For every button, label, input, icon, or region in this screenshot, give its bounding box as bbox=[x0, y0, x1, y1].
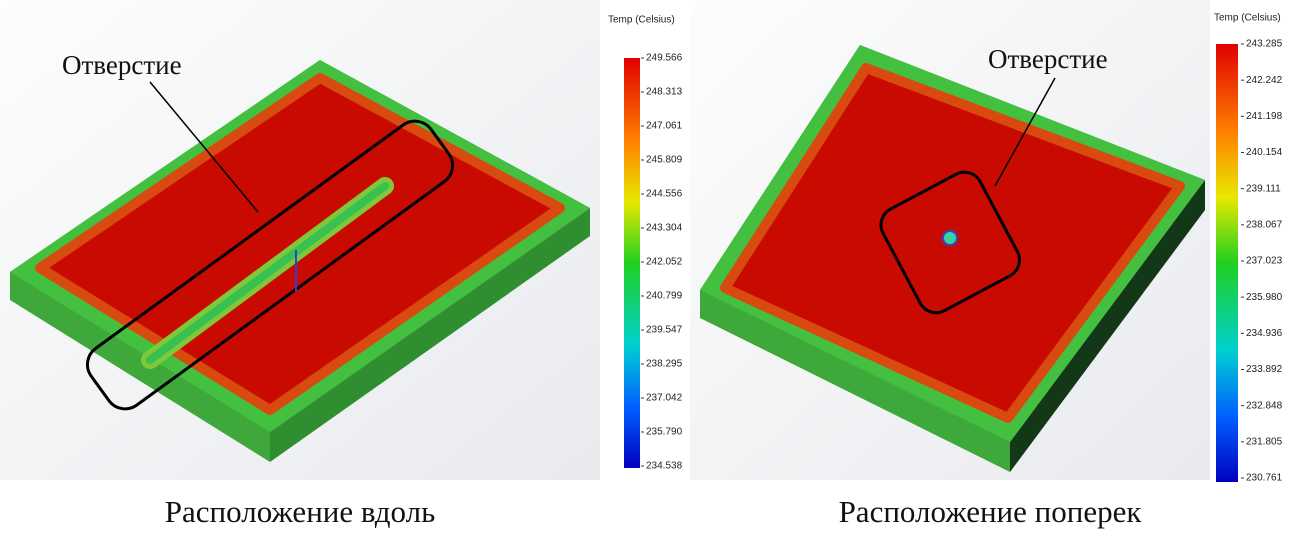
caption: Расположение поперек bbox=[839, 494, 1143, 529]
legend-label: 234.936 bbox=[1246, 328, 1283, 339]
legend-label: 242.052 bbox=[646, 257, 683, 268]
legend-label: 231.805 bbox=[1246, 436, 1283, 447]
figure: Отверстие Temp (Celsius) Отверстие Temp … bbox=[0, 0, 1296, 550]
legend-label: 235.980 bbox=[1246, 292, 1283, 303]
legend-label: 249.566 bbox=[646, 53, 683, 64]
legend-label: 241.198 bbox=[1246, 111, 1283, 122]
legend-label: 232.848 bbox=[1246, 400, 1283, 411]
annotation: Отверстие bbox=[988, 44, 1108, 74]
legend-label: 234.538 bbox=[646, 461, 683, 472]
legend-label: 240.799 bbox=[646, 291, 683, 302]
colorbar bbox=[1216, 44, 1238, 482]
legend-label: 237.042 bbox=[646, 393, 683, 404]
hole bbox=[943, 231, 957, 245]
legend-label: 238.067 bbox=[1246, 219, 1283, 230]
legend-title: Temp (Celsius) bbox=[1214, 13, 1281, 24]
legend-label: 243.304 bbox=[646, 223, 683, 234]
caption: Расположение вдоль bbox=[165, 494, 435, 529]
legend-label: 239.111 bbox=[1246, 183, 1281, 194]
legend-label: 239.547 bbox=[646, 325, 683, 336]
legend-title: Temp (Celsius) bbox=[608, 15, 675, 26]
colorbar bbox=[624, 58, 640, 468]
legend-label: 243.285 bbox=[1246, 39, 1283, 50]
legend-label: 245.809 bbox=[646, 155, 683, 166]
legend-label: 248.313 bbox=[646, 87, 683, 98]
legend-label: 244.556 bbox=[646, 189, 683, 200]
legend-label: 230.761 bbox=[1246, 473, 1283, 484]
legend-label: 233.892 bbox=[1246, 364, 1283, 375]
legend-label: 238.295 bbox=[646, 359, 683, 370]
legend-label: 240.154 bbox=[1246, 147, 1283, 158]
annotation: Отверстие bbox=[62, 50, 182, 80]
legend-label: 242.242 bbox=[1246, 75, 1283, 86]
legend-label: 235.790 bbox=[646, 427, 683, 438]
legend-label: 247.061 bbox=[646, 121, 683, 132]
legend-label: 237.023 bbox=[1246, 256, 1283, 267]
